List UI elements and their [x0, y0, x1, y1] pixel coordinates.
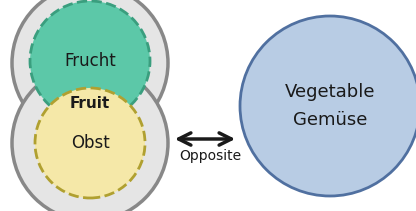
Circle shape [12, 65, 168, 211]
Text: Gemüse: Gemüse [293, 111, 367, 129]
Text: Vegetable: Vegetable [285, 83, 375, 101]
Text: Opposite: Opposite [179, 149, 241, 163]
Circle shape [35, 88, 145, 198]
Circle shape [240, 16, 416, 196]
FancyArrowPatch shape [178, 133, 231, 145]
Text: Frucht: Frucht [64, 52, 116, 70]
Text: Obst: Obst [71, 134, 109, 152]
Circle shape [12, 0, 168, 141]
Text: Fruit: Fruit [70, 96, 110, 111]
Circle shape [30, 1, 150, 121]
